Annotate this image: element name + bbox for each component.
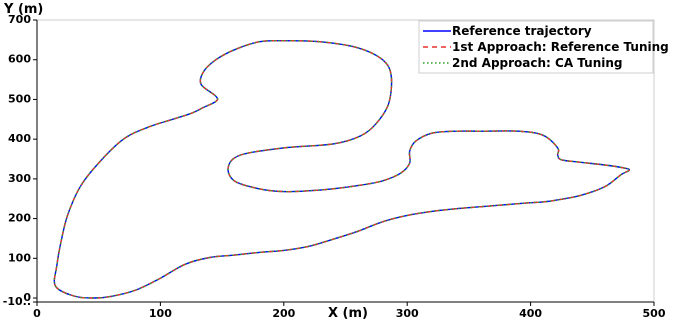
y-tick-label: 0 [23,291,31,304]
y-tick-label: -10.. [3,295,31,308]
y-tick-label: 100 [8,251,31,264]
legend-label-2: 1st Approach: Reference Tuning [452,40,669,54]
y-tick-label: 500 [8,92,31,105]
legend: Reference trajectory 1st Approach: Refere… [418,20,669,74]
y-tick-label: 600 [8,53,31,66]
legend-label-3: 2nd Approach: CA Tuning [452,56,623,70]
x-tick-group: 0 100 200 300 400 500 [33,302,666,320]
x-tick-label: 0 [33,307,41,320]
y-tick-label: 300 [8,172,31,185]
y-tick-group: -10..0 100 200 300 400 500 600 700 [3,13,37,308]
y-axis-title: Y (m) [3,2,43,17]
legend-label-1: Reference trajectory [452,24,592,38]
series-line-3 [53,39,631,299]
y-tick-label: 200 [8,212,31,225]
legend-box [418,20,654,74]
x-tick-label: 400 [519,307,542,320]
x-tick-label: 500 [643,307,666,320]
y-tick-label: 400 [8,132,31,145]
x-axis-title: X (m) [328,306,368,321]
x-tick-label: 100 [149,307,172,320]
y-tick-label: 700 [8,13,31,26]
series-group [53,39,631,299]
x-tick-label: 200 [272,307,295,320]
x-tick-label: 300 [396,307,419,320]
